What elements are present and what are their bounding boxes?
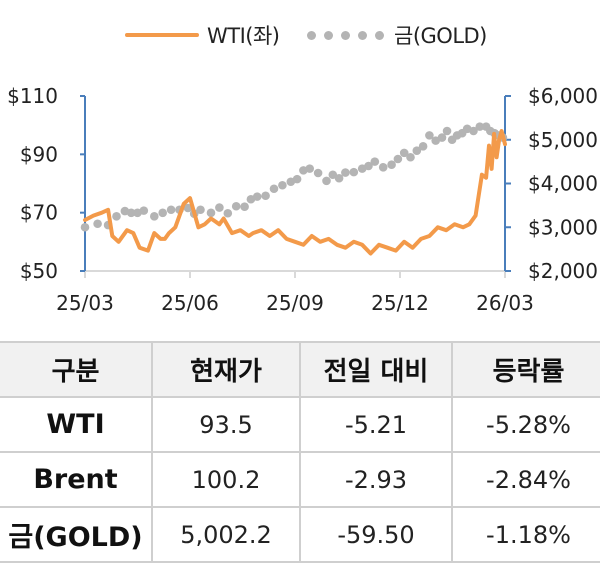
svg-text:25/06: 25/06 (161, 291, 219, 315)
row-price: 5,002.2 (151, 506, 301, 563)
header-current-price: 현재가 (151, 341, 301, 398)
row-pct: -5.28% (451, 396, 600, 453)
row-price: 100.2 (151, 451, 301, 508)
svg-text:25/09: 25/09 (266, 291, 324, 315)
gold-dots-swatch-icon (307, 30, 384, 40)
table-row-wti: WTI 93.5 -5.21 -5.28% (0, 396, 600, 453)
row-pct: -1.18% (451, 506, 600, 563)
chart-legend: WTI(좌) 금(GOLD) (0, 20, 600, 50)
wti-line-swatch-icon (125, 33, 199, 37)
svg-text:25/12: 25/12 (371, 291, 429, 315)
header-change: 전일 대비 (299, 341, 453, 398)
svg-text:25/03: 25/03 (56, 291, 114, 315)
svg-text:26/03: 26/03 (476, 291, 534, 315)
chart-axes (80, 95, 511, 278)
header-change-rate: 등락률 (451, 341, 600, 398)
row-name: WTI (0, 396, 153, 453)
row-name: 금(GOLD) (0, 506, 153, 563)
svg-text:$90: $90 (20, 142, 58, 166)
legend-item-wti: WTI(좌) (125, 20, 280, 50)
legend-item-gold: 금(GOLD) (307, 20, 487, 50)
row-change: -59.50 (299, 506, 453, 563)
wti-series-line (83, 129, 507, 256)
gold-series-dots (80, 122, 508, 232)
dual-axis-line-chart: 25/03 25/06 25/09 25/12 26/03 $110 $90 $70 $50 $6… (7, 84, 598, 315)
row-price: 93.5 (151, 396, 301, 453)
legend-label-gold: 금(GOLD) (394, 24, 487, 48)
legend-label-wti: WTI(좌) (207, 24, 280, 48)
header-category: 구분 (0, 341, 153, 398)
svg-text:$6,000: $6,000 (528, 84, 598, 108)
row-name: Brent (0, 451, 153, 508)
axis-tick-labels: 25/03 25/06 25/09 25/12 26/03 $110 $90 $70 $50 $6… (7, 84, 598, 315)
price-table: 구분 현재가 전일 대비 등락률 WTI 93.5 -5.21 -5.28% B… (0, 341, 600, 563)
svg-text:$50: $50 (20, 259, 58, 283)
svg-text:$110: $110 (7, 84, 58, 108)
table-row-brent: Brent 100.2 -2.93 -2.84% (0, 451, 600, 508)
table-row-gold: 금(GOLD) 5,002.2 -59.50 -1.18% (0, 506, 600, 563)
svg-text:$3,000: $3,000 (528, 215, 598, 239)
svg-text:$5,000: $5,000 (528, 128, 598, 152)
row-change: -5.21 (299, 396, 453, 453)
svg-text:$2,000: $2,000 (528, 259, 598, 283)
svg-text:$70: $70 (20, 201, 58, 225)
svg-text:$4,000: $4,000 (528, 172, 598, 196)
row-change: -2.93 (299, 451, 453, 508)
table-header-row: 구분 현재가 전일 대비 등락률 (0, 341, 600, 398)
row-pct: -2.84% (451, 451, 600, 508)
